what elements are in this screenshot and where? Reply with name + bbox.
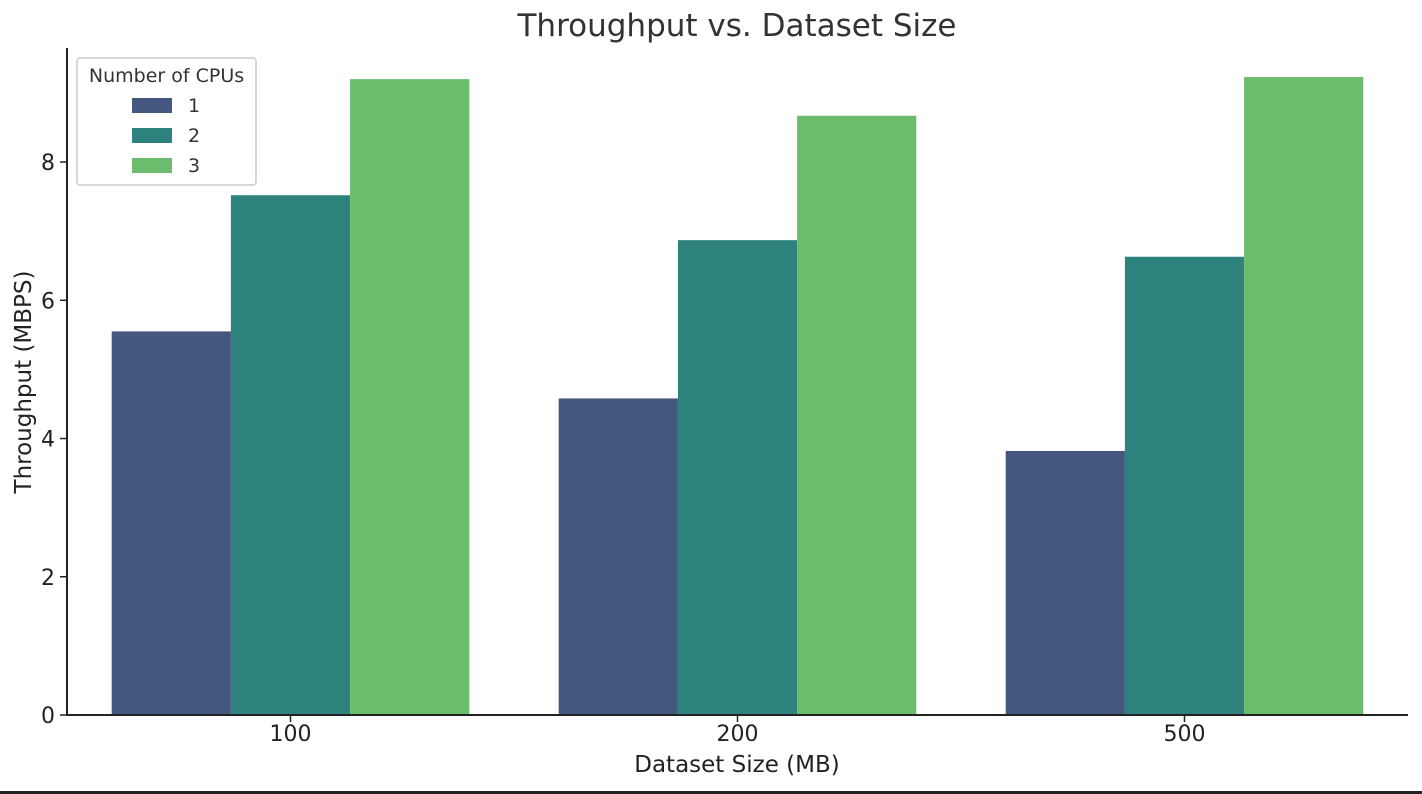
bar-cpu-2-size-100 <box>230 195 351 716</box>
y-tick-label: 6 <box>41 289 55 314</box>
y-axis-ticks: 0 2 4 6 8 <box>41 151 67 729</box>
bar-cpu-1-size-500 <box>1005 450 1125 715</box>
y-tick-label: 0 <box>41 704 55 729</box>
bottom-divider <box>0 791 1422 794</box>
legend-title: Number of CPUs <box>89 65 244 87</box>
x-tick-label: 500 <box>1164 722 1206 747</box>
bar-cpu-3-size-500 <box>1244 77 1364 716</box>
bar-cpu-2-size-500 <box>1124 256 1245 715</box>
legend-label: 3 <box>188 155 200 177</box>
chart-title: Throughput vs. Dataset Size <box>516 8 956 44</box>
legend: Number of CPUs 1 2 3 <box>76 57 257 186</box>
legend-swatch <box>132 158 172 173</box>
bar-cpu-2-size-200 <box>677 240 798 715</box>
bar-cpu-3-size-200 <box>797 115 917 715</box>
legend-label: 1 <box>188 95 200 117</box>
bars-group <box>111 77 1364 716</box>
x-axis-ticks: 100 200 500 <box>270 715 1206 747</box>
legend-label: 2 <box>188 125 200 147</box>
y-tick-label: 2 <box>41 566 55 591</box>
y-tick-label: 8 <box>41 151 55 176</box>
y-axis-label: Throughput (MBPS) <box>11 271 37 495</box>
x-axis-label: Dataset Size (MB) <box>634 752 839 778</box>
legend-box <box>76 57 257 186</box>
y-tick-label: 4 <box>41 428 55 453</box>
x-tick-label: 200 <box>717 722 759 747</box>
legend-swatch <box>132 98 172 113</box>
legend-swatch <box>132 128 172 143</box>
bar-cpu-1-size-100 <box>111 331 231 715</box>
bar-cpu-3-size-100 <box>350 79 470 715</box>
x-tick-label: 100 <box>270 722 312 747</box>
bar-cpu-1-size-200 <box>558 398 678 715</box>
legend-items: 1 2 3 <box>132 95 200 177</box>
